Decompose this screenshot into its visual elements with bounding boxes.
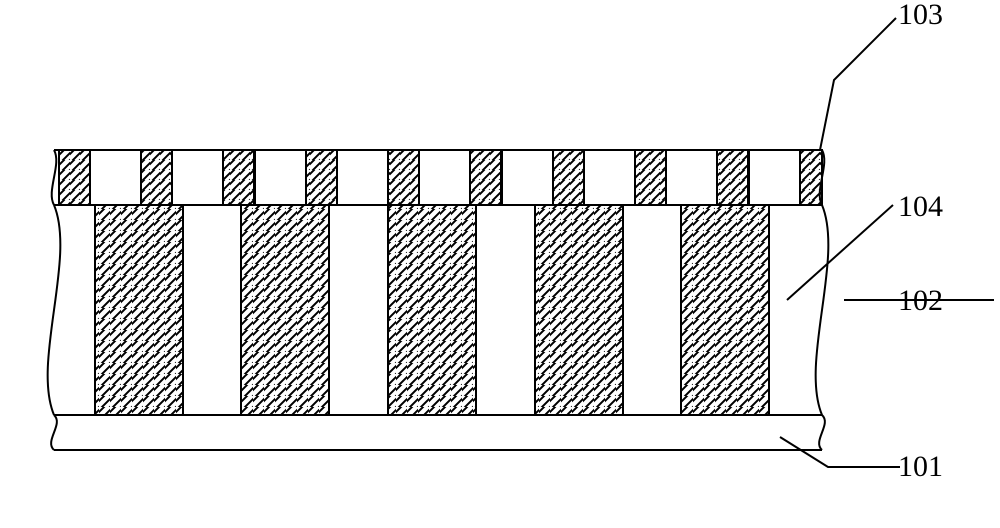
- layer-101-substrate: [51, 415, 825, 450]
- pillar: [95, 205, 183, 415]
- leader-104: [787, 205, 893, 300]
- top-hatched-block: [717, 150, 748, 205]
- pillar: [681, 205, 769, 415]
- top-plain-block: [90, 150, 141, 205]
- leader-lines: [780, 18, 994, 467]
- label-102: 102: [898, 284, 943, 317]
- leader-103: [820, 18, 896, 150]
- pillar: [535, 205, 623, 415]
- top-plain-block: [584, 150, 635, 205]
- top-plain-block: [419, 150, 470, 205]
- layer-103-top: [52, 150, 825, 205]
- top-hatched-block: [223, 150, 254, 205]
- top-hatched-block: [635, 150, 666, 205]
- top-plain-block: [255, 150, 306, 205]
- top-plain-block: [172, 150, 223, 205]
- top-plain-block: [337, 150, 388, 205]
- label-103: 103: [898, 0, 943, 31]
- top-hatched-block: [141, 150, 172, 205]
- pillar: [388, 205, 476, 415]
- leader-101: [780, 437, 900, 467]
- pillar: [241, 205, 329, 415]
- top-plain-block: [749, 150, 800, 205]
- top-hatched-block: [306, 150, 337, 205]
- layer-104-pillars: [95, 205, 769, 415]
- top-hatched-block: [553, 150, 584, 205]
- top-plain-block: [502, 150, 553, 205]
- top-hatched-block: [800, 150, 822, 205]
- top-hatched-block: [388, 150, 419, 205]
- top-plain-block: [666, 150, 717, 205]
- top-hatched-block: [470, 150, 501, 205]
- label-101: 101: [898, 450, 943, 483]
- top-hatched-block: [59, 150, 90, 205]
- label-104: 104: [898, 190, 943, 223]
